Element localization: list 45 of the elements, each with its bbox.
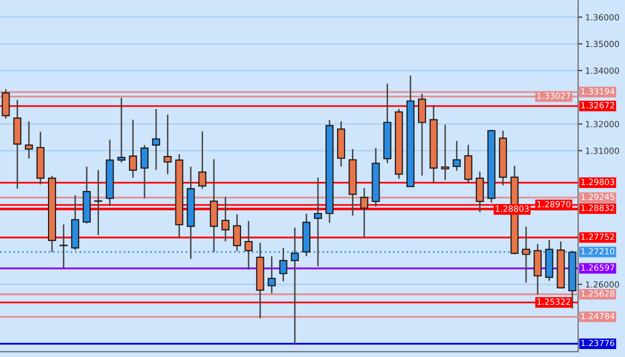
y-tick-label: 1.32000 — [586, 120, 619, 128]
candlestick — [128, 119, 137, 178]
ref-line-label: 1.28803 — [496, 206, 529, 212]
candlestick — [452, 140, 461, 172]
ref-line-label: 1.25628 — [581, 290, 614, 297]
candlestick — [60, 224, 68, 269]
ref-line-label: 1.29245 — [581, 194, 614, 200]
candlestick — [476, 170, 484, 213]
candlestick — [140, 144, 149, 199]
y-tick-label: 1.34000 — [586, 68, 619, 74]
ref-line-label: 1.33194 — [581, 88, 614, 94]
ref-line-label: 1.28970 — [537, 201, 570, 208]
ref-line-label: 1.27752 — [581, 234, 614, 240]
candlestick — [244, 220, 253, 270]
ref-line-label: 1.23776 — [581, 340, 614, 346]
ref-line-label: 1.33027 — [537, 92, 570, 99]
candlestick — [279, 247, 288, 282]
ref-line-label: 1.28832 — [581, 204, 614, 212]
candlestick — [418, 93, 426, 176]
candlestick — [314, 177, 322, 268]
candlestick — [117, 97, 126, 164]
candlestick — [94, 170, 102, 236]
y-tick-label: 1.36000 — [586, 14, 619, 20]
ref-line-label: 1.24784 — [581, 312, 614, 320]
ref-line-label: 1.27210 — [581, 248, 614, 254]
candlestick — [233, 214, 242, 252]
candlestick — [522, 226, 530, 284]
ref-line-label: 1.29803 — [581, 178, 614, 186]
candlestick — [24, 120, 33, 160]
ref-line-label: 1.32672 — [581, 102, 614, 108]
candlestick — [164, 114, 172, 175]
candlestick — [221, 196, 230, 242]
y-tick-label: 1.31000 — [586, 148, 619, 154]
candlestick — [464, 144, 472, 183]
candlestick — [290, 226, 299, 346]
candlestick — [441, 124, 450, 181]
ref-line-label: 1.25322 — [537, 298, 570, 305]
candlestick — [152, 108, 160, 171]
candlestick — [360, 187, 368, 238]
candlestick — [2, 88, 10, 120]
y-tick-label: 1.26000 — [586, 281, 619, 288]
ref-line-label: 1.26597 — [581, 264, 614, 271]
y-tick-label: 1.35000 — [586, 40, 619, 48]
candlestick — [198, 130, 206, 190]
candlestick — [268, 256, 276, 294]
